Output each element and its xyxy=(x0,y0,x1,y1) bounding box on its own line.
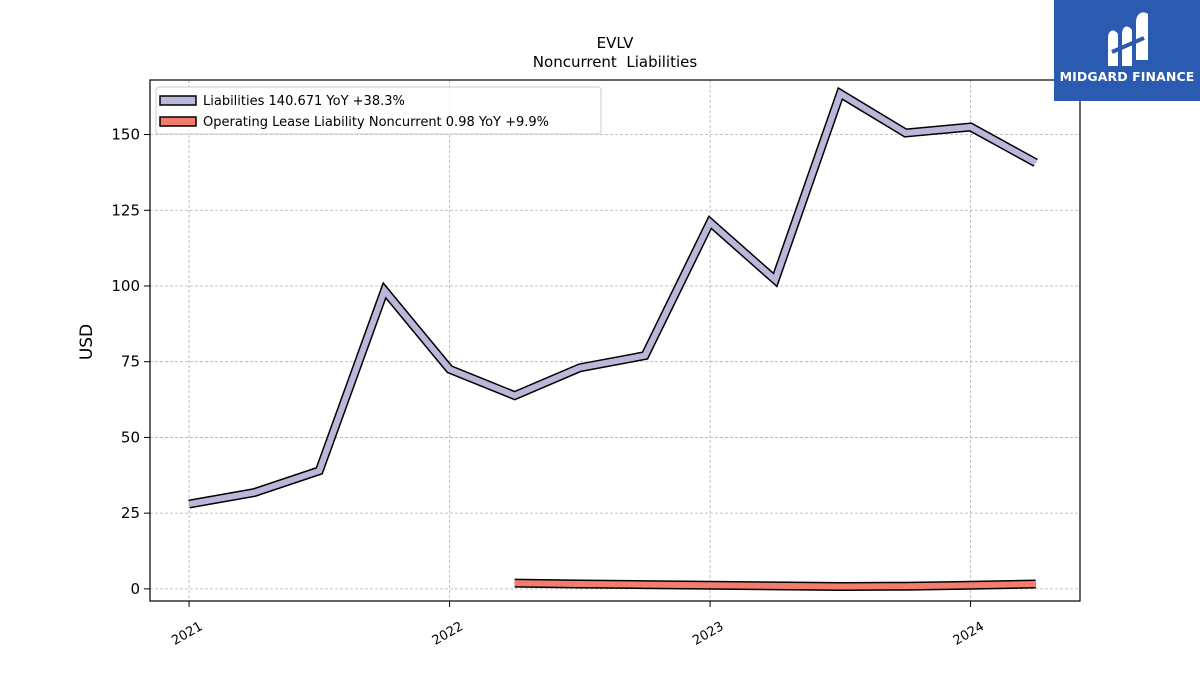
x-tick-label: 2023 xyxy=(690,619,726,649)
y-tick-label: 125 xyxy=(111,201,140,219)
chart-title: EVLV xyxy=(597,34,634,52)
midgard-finance-logo: MIDGARD FINANCE xyxy=(1054,0,1200,101)
logo-mark-icon xyxy=(1108,12,1148,66)
series-line-0 xyxy=(188,89,1038,508)
y-tick-label: 75 xyxy=(121,353,140,371)
legend-box xyxy=(155,86,602,135)
series-outline-0 xyxy=(188,86,1038,509)
y-tick-label: 25 xyxy=(121,504,140,522)
y-axis-label: USD xyxy=(77,324,97,360)
y-tick-label: 150 xyxy=(111,126,140,144)
ticks: 0 25 50 75 100 125 150 2021 2022 2023 2024 xyxy=(111,126,987,649)
legend-label: Liabilities 140.671 YoY +38.3% xyxy=(203,94,405,109)
series-line-1 xyxy=(514,580,1036,590)
legend-label: Operating Lease Liability Noncurrent 0.9… xyxy=(203,115,549,130)
series-layer xyxy=(188,86,1038,592)
y-tick-label: 50 xyxy=(121,428,140,446)
chart-subtitle: Noncurrent Liabilities xyxy=(533,53,698,71)
legend-swatch xyxy=(159,116,197,127)
plot-frame xyxy=(149,79,1081,602)
x-tick-label: 2021 xyxy=(169,619,205,649)
legend-swatch xyxy=(159,95,197,106)
y-tick-label: 0 xyxy=(130,580,140,598)
y-tick-label: 100 xyxy=(111,277,140,295)
x-tick-label: 2024 xyxy=(951,619,987,649)
logo-text: MIDGARD FINANCE xyxy=(1059,69,1195,84)
grid xyxy=(150,80,1080,601)
legend: Liabilities 140.671 YoY +38.3% Operating … xyxy=(155,86,602,135)
x-tick-label: 2022 xyxy=(430,619,466,649)
